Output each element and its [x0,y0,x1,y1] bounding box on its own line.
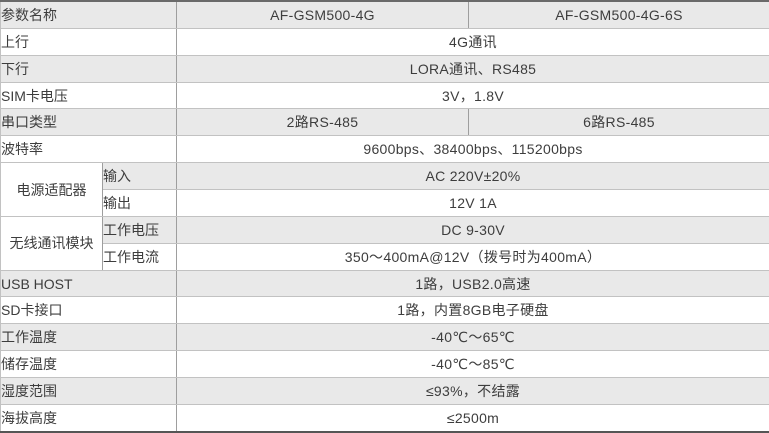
row-baud-rate: 波特率 9600bps、38400bps、115200bps [0,135,769,164]
header-model-b: AF-GSM500-4G-6S [468,1,769,29]
working-temp-label: 工作温度 [0,323,177,352]
storage-temp-value: -40℃～85℃ [176,350,769,379]
row-wireless-current: 工作电流 350～400mA@12V（拨号时为400mA） [0,243,769,271]
power-input-value: AC 220V±20% [176,162,769,191]
row-power-adapter-output: 输出 12V 1A [0,189,769,217]
sd-card-label: SD卡接口 [0,296,177,325]
sim-voltage-value: 3V，1.8V [176,82,769,110]
uplink-label: 上行 [0,28,177,56]
row-power-adapter-input: 电源适配器 输入 AC 220V±20% [0,162,769,217]
baud-rate-label: 波特率 [0,135,177,164]
working-current-value: 350～400mA@12V（拨号时为400mA） [176,243,769,271]
row-wireless-voltage: 无线通讯模块 工作电压 DC 9-30V [0,216,769,271]
usb-host-value: 1路，USB2.0高速 [176,270,769,298]
working-voltage-label: 工作电压 [102,216,177,244]
row-storage-temp: 储存温度 -40℃～85℃ [0,350,769,379]
row-uplink: 上行 4G通讯 [0,28,769,56]
sim-voltage-label: SIM卡电压 [0,82,177,110]
downlink-label: 下行 [0,55,177,83]
altitude-label: 海拔高度 [0,404,177,433]
serial-type-label: 串口类型 [0,108,177,137]
working-current-label: 工作电流 [102,243,177,271]
row-sd-card: SD卡接口 1路，内置8GB电子硬盘 [0,296,769,325]
humidity-value: ≤93%，不结露 [176,377,769,405]
header-model-a: AF-GSM500-4G [176,1,469,29]
power-adapter-label: 电源适配器 [0,162,103,217]
downlink-value: LORA通讯、RS485 [176,55,769,83]
storage-temp-label: 储存温度 [0,350,177,379]
uplink-value: 4G通讯 [176,28,769,56]
baud-rate-value: 9600bps、38400bps、115200bps [176,135,769,164]
working-temp-value: -40℃～65℃ [176,323,769,352]
power-output-label: 输出 [102,189,177,217]
row-altitude: 海拔高度 ≤2500m [0,404,769,433]
working-voltage-value: DC 9-30V [176,216,769,244]
row-working-temp: 工作温度 -40℃～65℃ [0,323,769,352]
sd-card-value: 1路，内置8GB电子硬盘 [176,296,769,325]
header-param-name-label: 参数名称 [0,1,177,29]
row-downlink: 下行 LORA通讯、RS485 [0,55,769,83]
row-sim-voltage: SIM卡电压 3V，1.8V [0,82,769,110]
wireless-module-label: 无线通讯模块 [0,216,103,271]
serial-type-value-a: 2路RS-485 [176,108,469,137]
row-humidity: 湿度范围 ≤93%，不结露 [0,377,769,405]
usb-host-label: USB HOST [0,270,177,298]
row-serial-type: 串口类型 2路RS-485 6路RS-485 [0,108,769,137]
power-input-label: 输入 [102,162,177,191]
row-header: 参数名称 AF-GSM500-4G AF-GSM500-4G-6S [0,1,769,29]
altitude-value: ≤2500m [176,404,769,433]
serial-type-value-b: 6路RS-485 [468,108,769,137]
row-usb-host: USB HOST 1路，USB2.0高速 [0,270,769,298]
humidity-label: 湿度范围 [0,377,177,405]
power-output-value: 12V 1A [176,189,769,217]
